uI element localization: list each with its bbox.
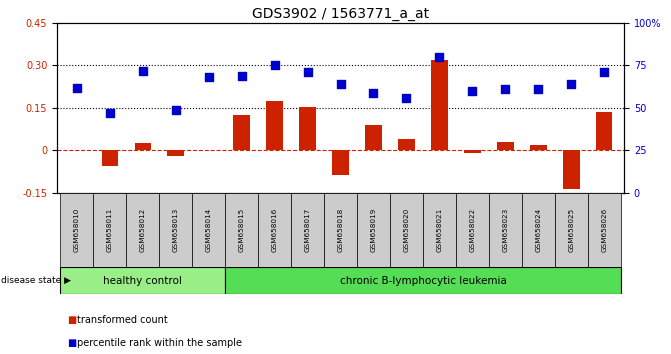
Bar [291,193,324,267]
Bar [497,142,513,150]
Text: GSM658014: GSM658014 [206,208,211,252]
Bar [60,193,93,267]
Title: GDS3902 / 1563771_a_at: GDS3902 / 1563771_a_at [252,7,429,21]
Point [105,110,115,116]
Text: GSM658022: GSM658022 [470,208,475,252]
Point [336,81,346,87]
Text: transformed count: transformed count [77,315,168,325]
Bar [134,143,151,150]
Text: chronic B-lymphocytic leukemia: chronic B-lymphocytic leukemia [340,275,507,286]
Bar [159,193,192,267]
Text: healthy control: healthy control [103,275,183,286]
Bar [596,112,613,150]
Bar [588,193,621,267]
Bar [522,193,555,267]
Text: GSM658025: GSM658025 [568,208,574,252]
Bar [555,193,588,267]
Text: GSM658013: GSM658013 [172,208,178,252]
Bar [225,267,621,294]
Text: GSM658015: GSM658015 [239,208,245,252]
Bar [431,60,448,150]
Point [533,86,544,92]
Text: GSM658018: GSM658018 [338,208,344,252]
Point [138,68,148,73]
Bar [489,193,522,267]
Point [434,54,445,60]
Bar [456,193,489,267]
Text: percentile rank within the sample: percentile rank within the sample [77,338,242,348]
Point [269,63,280,68]
Bar [266,101,283,150]
Point [467,88,478,94]
Bar [168,150,184,156]
Text: GSM658026: GSM658026 [601,208,607,252]
Bar [365,125,382,150]
Bar [126,193,159,267]
Bar [390,193,423,267]
Bar [398,139,415,150]
Bar [464,150,480,153]
Text: GSM658011: GSM658011 [107,208,113,252]
Text: GSM658016: GSM658016 [272,208,278,252]
Text: ■: ■ [67,315,76,325]
Point [236,73,247,79]
Point [566,81,576,87]
Bar [234,115,250,150]
Bar [60,267,225,294]
Text: GSM658024: GSM658024 [535,208,541,252]
Bar [563,150,580,189]
Text: GSM658019: GSM658019 [370,208,376,252]
Text: ■: ■ [67,338,76,348]
Text: GSM658020: GSM658020 [403,208,409,252]
Bar [192,193,225,267]
Bar [258,193,291,267]
Bar [332,150,349,175]
Point [599,69,610,75]
Bar [423,193,456,267]
Bar [357,193,390,267]
Point [71,85,82,90]
Text: GSM658010: GSM658010 [74,208,80,252]
Bar [299,107,316,150]
Text: disease state ▶: disease state ▶ [1,276,71,285]
Text: GSM658017: GSM658017 [305,208,311,252]
Point [401,95,412,101]
Point [368,90,379,96]
Point [500,86,511,92]
Point [170,107,181,113]
Bar [530,145,547,150]
Bar [324,193,357,267]
Bar [93,193,126,267]
Point [302,69,313,75]
Bar [225,193,258,267]
Text: GSM658021: GSM658021 [436,208,442,252]
Point [203,75,214,80]
Bar [101,150,118,166]
Text: GSM658023: GSM658023 [503,208,509,252]
Text: GSM658012: GSM658012 [140,208,146,252]
